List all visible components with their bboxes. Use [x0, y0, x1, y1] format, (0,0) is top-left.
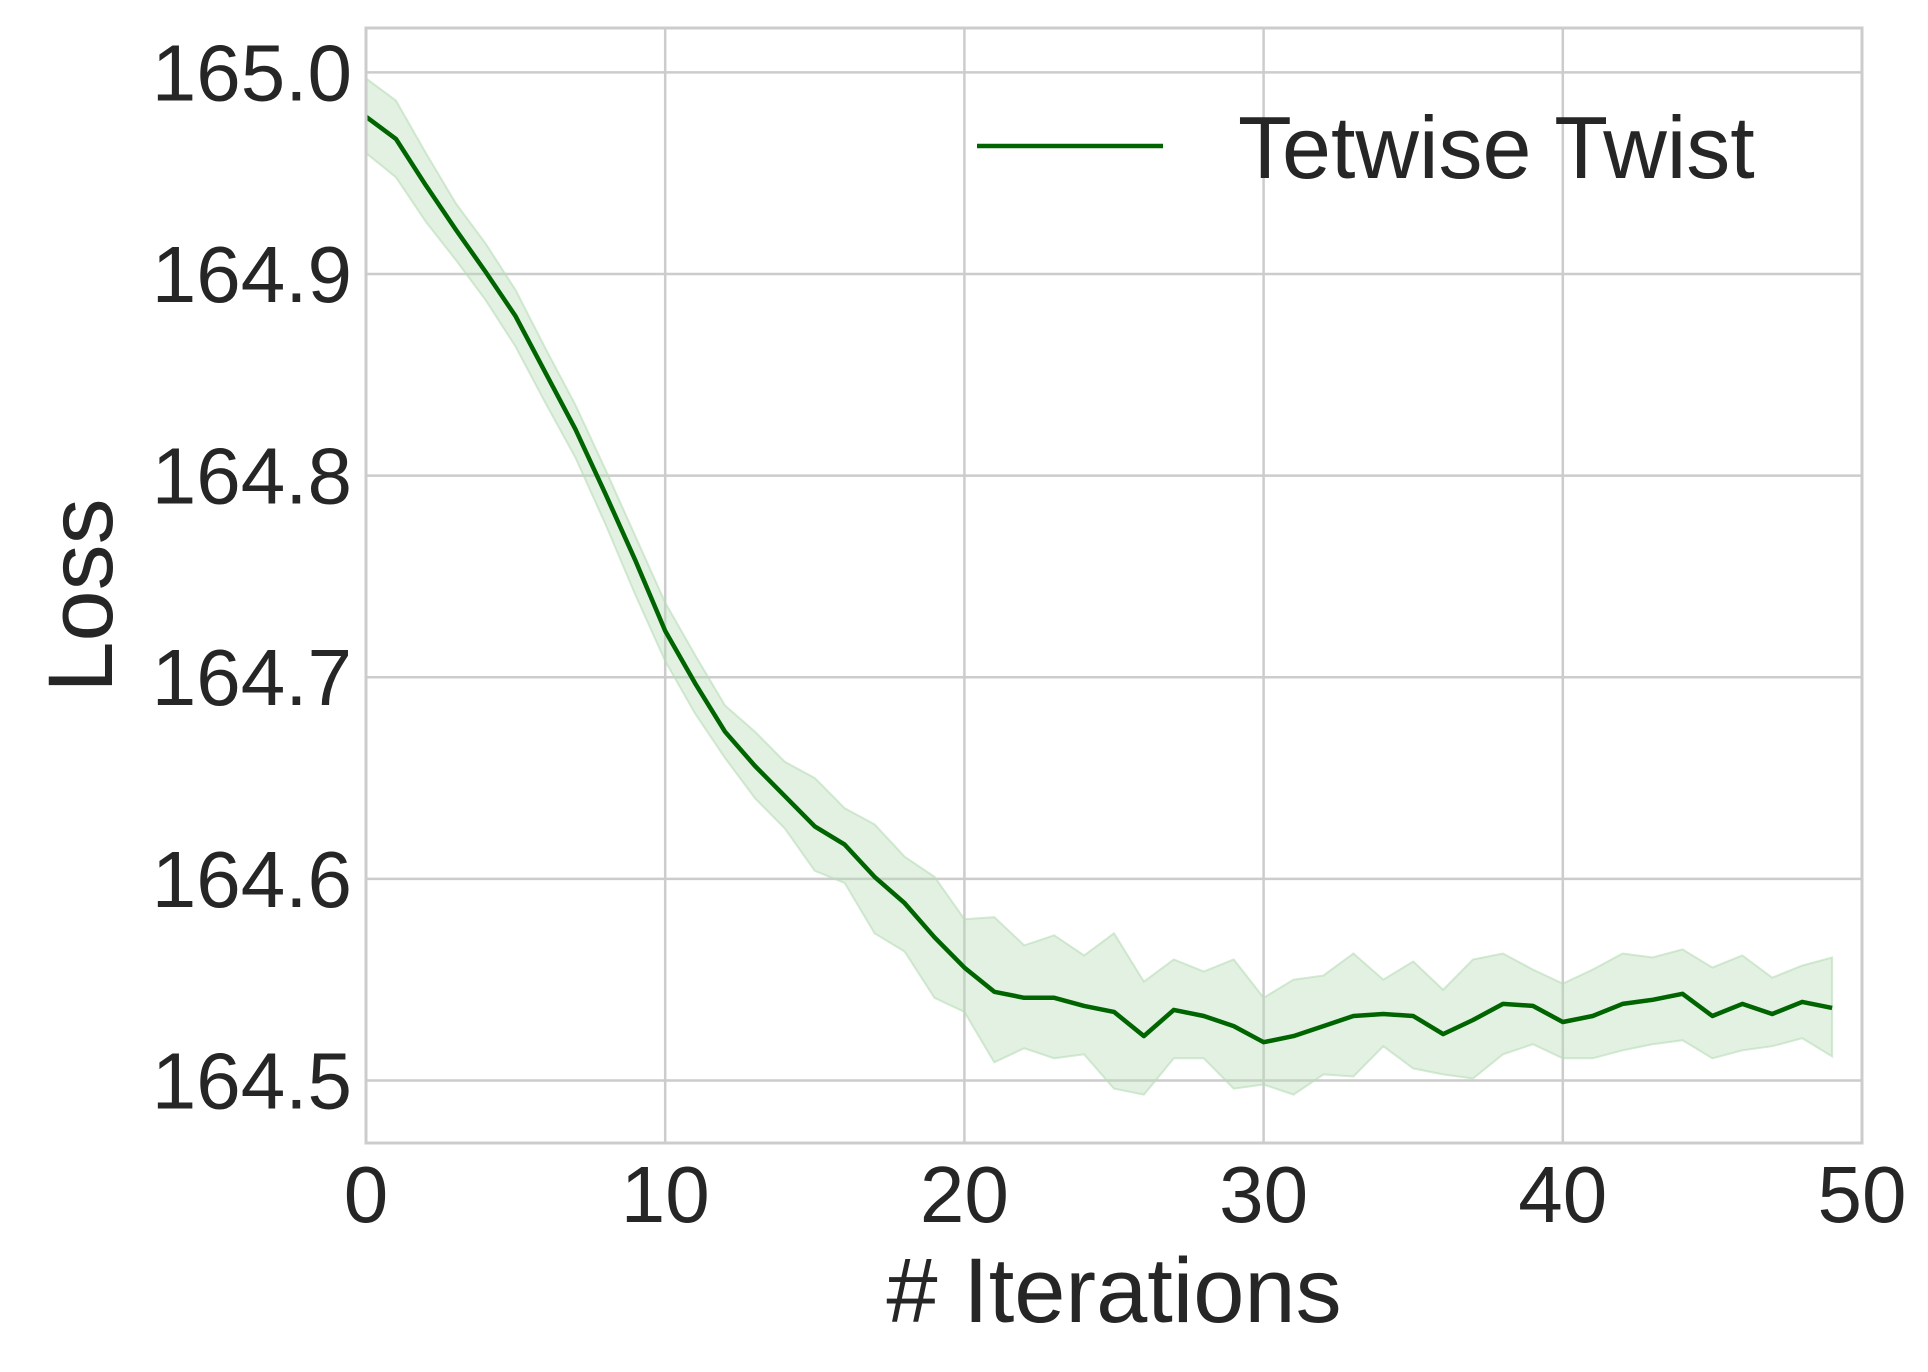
x-tick-label: 40 — [1518, 1150, 1607, 1239]
x-axis-ticks: 0 10 20 30 40 50 — [344, 1150, 1907, 1239]
x-tick-label: 30 — [1219, 1150, 1308, 1239]
confidence-bands — [365, 76, 1834, 1096]
plot-frame — [364, 26, 1864, 1145]
series-line — [364, 114, 1833, 1045]
y-tick-label: 165.0 — [152, 28, 352, 117]
series-lines — [364, 114, 1833, 1045]
y-axis-ticks: 164.5 164.6 164.7 164.8 164.9 165.0 — [152, 28, 352, 1125]
y-tick-label: 164.8 — [152, 432, 352, 521]
x-tick-label: 0 — [344, 1150, 389, 1239]
legend-label: Tetwise Twist — [1238, 98, 1755, 197]
x-tick-label: 20 — [920, 1150, 1009, 1239]
confidence-band — [365, 76, 1834, 1096]
y-tick-label: 164.6 — [152, 835, 352, 924]
legend: Tetwise Twist — [977, 98, 1755, 197]
x-tick-label: 10 — [621, 1150, 710, 1239]
x-tick-label: 50 — [1818, 1150, 1907, 1239]
y-tick-label: 164.7 — [152, 633, 352, 722]
y-tick-label: 164.9 — [152, 230, 352, 319]
grid — [364, 28, 1864, 1143]
y-axis-label: Loss — [30, 498, 132, 692]
x-axis-label: # Iterations — [886, 1240, 1341, 1342]
y-tick-label: 164.5 — [152, 1036, 352, 1125]
